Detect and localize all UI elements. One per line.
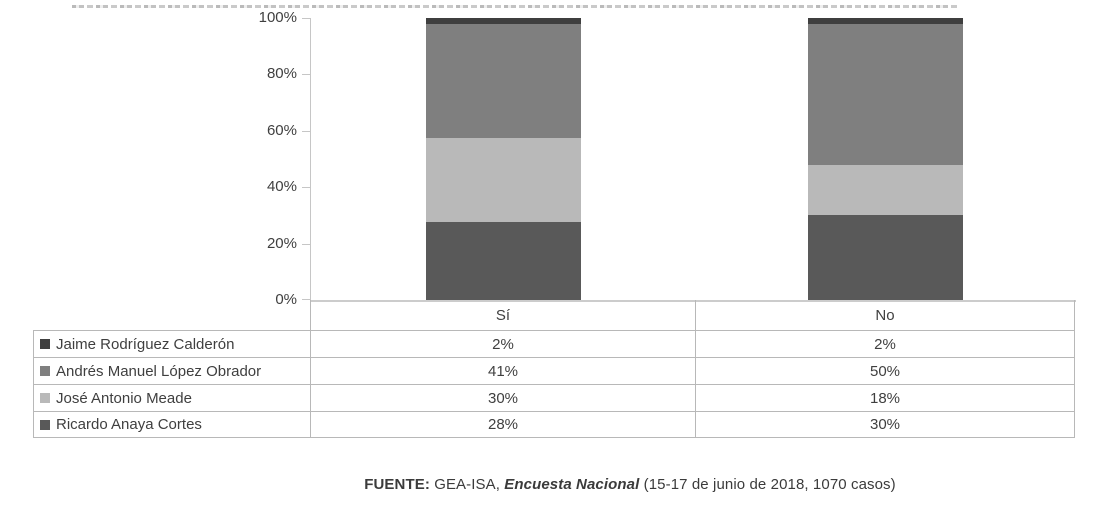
table-header-no: No: [695, 300, 1075, 330]
y-axis-tick: [302, 131, 310, 132]
bar-segment: [808, 23, 963, 165]
bar-segment: [426, 23, 581, 139]
y-axis-tick: [302, 187, 310, 188]
candidate-name: Jaime Rodríguez Calderón: [56, 335, 235, 353]
bar-segment: [808, 215, 963, 300]
value-si: 2%: [310, 330, 695, 357]
table-header-si: Sí: [310, 300, 695, 330]
value-si: 41%: [310, 357, 695, 384]
y-axis-tick: [302, 299, 310, 300]
value-si: 28%: [310, 411, 695, 438]
candidate-name: José Antonio Meade: [56, 389, 192, 407]
value-no: 50%: [695, 357, 1075, 384]
plot-area: [310, 18, 1076, 302]
bar-segment: [426, 18, 581, 24]
legend-entry: Ricardo Anaya Cortes: [33, 411, 310, 438]
bar-segment: [426, 138, 581, 222]
y-axis-label-100: 100%: [258, 9, 297, 26]
bar-segment: [426, 221, 581, 300]
y-axis-label-20: 20%: [266, 235, 297, 252]
table-row: Jaime Rodríguez Calderón 2% 2%: [33, 330, 1075, 357]
data-table: Sí No Jaime Rodríguez Calderón 2% 2% And…: [33, 300, 1075, 438]
table-row: José Antonio Meade 30% 18%: [33, 384, 1075, 411]
table-header-row: Sí No: [33, 300, 1075, 330]
source-label: FUENTE:: [364, 476, 430, 493]
y-axis-label-80: 80%: [266, 65, 297, 82]
legend-entry: Andrés Manuel López Obrador: [33, 357, 310, 384]
table-row: Andrés Manuel López Obrador 41% 50%: [33, 357, 1075, 384]
y-axis-label-60: 60%: [266, 122, 297, 139]
y-axis-tick: [302, 74, 310, 75]
stacked-bar-no: [808, 18, 963, 300]
legend-swatch: [40, 366, 50, 376]
legend-swatch: [40, 419, 50, 430]
table-row: Ricardo Anaya Cortes 28% 30%: [33, 411, 1075, 438]
source-title: Encuesta Nacional: [504, 476, 640, 493]
legend-swatch: [40, 393, 50, 403]
cropped-title-strip: [72, 2, 957, 9]
y-axis-tick: [302, 18, 310, 19]
value-no: 2%: [695, 330, 1075, 357]
stacked-bar-si: [426, 18, 581, 300]
legend-entry: Jaime Rodríguez Calderón: [33, 330, 310, 357]
legend-entry: José Antonio Meade: [33, 384, 310, 411]
source-footnote: FUENTE: GEA-ISA, Encuesta Nacional (15-1…: [265, 476, 995, 493]
value-si: 30%: [310, 384, 695, 411]
candidate-name: Ricardo Anaya Cortes: [56, 416, 202, 433]
candidate-name: Andrés Manuel López Obrador: [56, 362, 262, 380]
legend-swatch: [40, 339, 50, 349]
y-axis-label-40: 40%: [266, 178, 297, 195]
source-org: GEA-ISA,: [429, 476, 505, 493]
bar-segment: [808, 18, 963, 24]
table-header-empty: [33, 300, 310, 330]
bar-segment: [808, 164, 963, 216]
y-axis-tick: [302, 244, 310, 245]
y-axis-label-0: 0%: [275, 291, 297, 308]
value-no: 30%: [695, 411, 1075, 438]
value-no: 18%: [695, 384, 1075, 411]
source-detail: (15-17 de junio de 2018, 1070 casos): [639, 476, 896, 493]
